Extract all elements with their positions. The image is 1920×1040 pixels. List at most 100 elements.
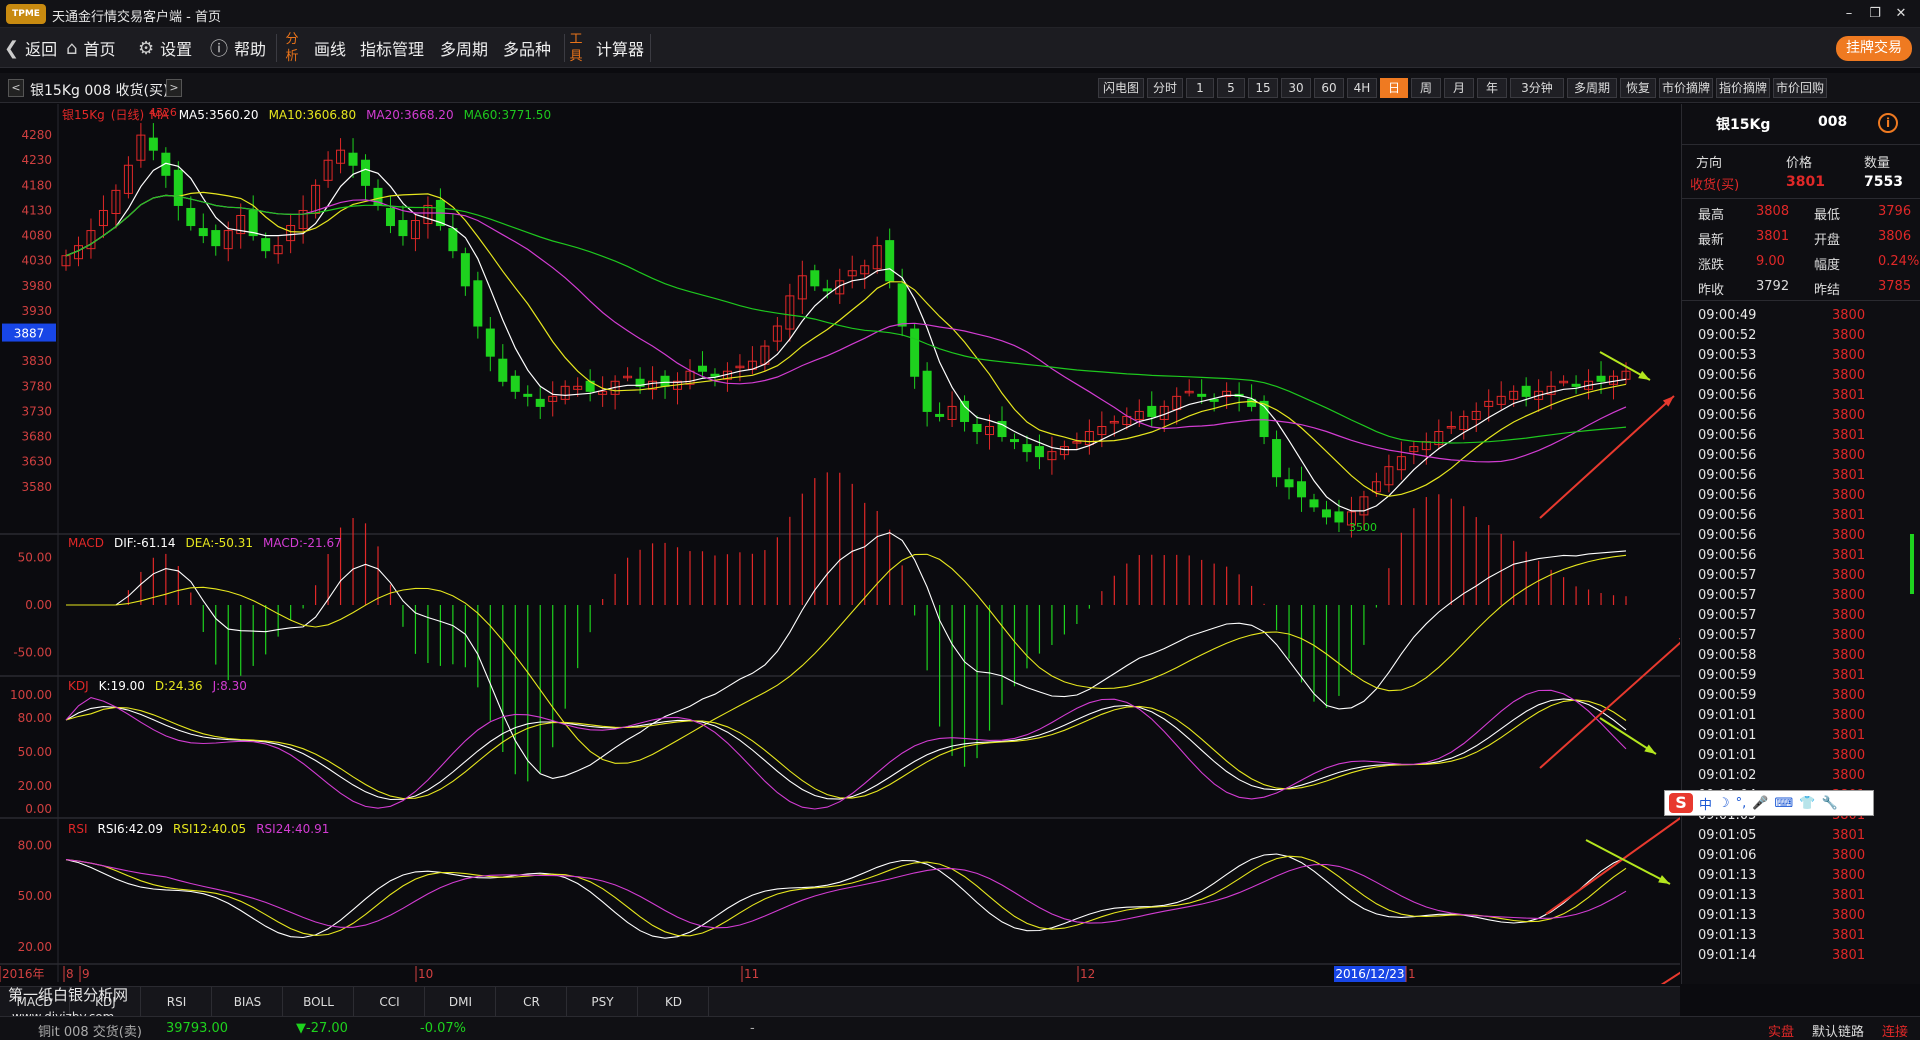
ime-toolbar[interactable]: S 中 ☽ °, 🎤 ⌨ 👕 🔧	[1664, 790, 1874, 816]
period-button[interactable]: 30	[1281, 78, 1311, 98]
status-connection[interactable]: 连接	[1882, 1025, 1909, 1040]
period-button[interactable]: 市价摘牌	[1659, 78, 1713, 98]
settings-button[interactable]: ⚙ 设置	[138, 37, 193, 60]
indicator-tab[interactable]: BOLL	[284, 987, 354, 1017]
period-button[interactable]: 闪电图	[1098, 78, 1144, 98]
tick-row: 09:01:14 3801	[1698, 948, 1898, 968]
help-button[interactable]: ⓘ 帮助	[210, 28, 266, 68]
period-button[interactable]: 分时	[1147, 78, 1183, 98]
candle-down	[972, 423, 982, 433]
annotation-arrowhead	[1644, 744, 1656, 754]
indicator-tab[interactable]: CCI	[355, 987, 425, 1017]
place-order-button[interactable]: 挂牌交易	[1836, 36, 1912, 61]
candle-down	[385, 207, 395, 227]
period-button[interactable]: 日	[1380, 78, 1408, 98]
period-button[interactable]: 年	[1477, 78, 1507, 98]
indicator-tab[interactable]: MACD	[0, 987, 70, 1017]
status-route[interactable]: 默认链路	[1812, 1025, 1865, 1040]
draw-lines-button[interactable]: 画线	[314, 40, 347, 59]
skin-icon[interactable]: 👕	[1799, 795, 1816, 811]
period-button[interactable]: 60	[1314, 78, 1344, 98]
indicator-tab[interactable]: BIAS	[213, 987, 283, 1017]
tick-scrollbar[interactable]	[1910, 534, 1914, 594]
period-button[interactable]: 恢复	[1620, 78, 1656, 98]
help-icon: ⓘ	[210, 39, 228, 60]
period-button[interactable]: 月	[1444, 78, 1474, 98]
period-button[interactable]: 指价摘牌	[1716, 78, 1770, 98]
info-icon[interactable]: i	[1878, 113, 1898, 133]
next-product-button[interactable]: >	[166, 79, 182, 97]
period-button[interactable]: 15	[1248, 78, 1278, 98]
period-button[interactable]: 5	[1217, 78, 1245, 98]
tick-price: 3801	[1832, 948, 1866, 963]
punctuation-icon[interactable]: °,	[1735, 795, 1747, 811]
current-price-box	[2, 323, 56, 342]
indicator-tab[interactable]: KDJ	[71, 987, 141, 1017]
candle-up	[1184, 390, 1194, 394]
back-button[interactable]: ❮ 返回	[4, 37, 58, 60]
header-qty: 数量	[1864, 156, 1891, 171]
indicator-tab[interactable]: CR	[497, 987, 567, 1017]
period-button[interactable]: 1	[1186, 78, 1214, 98]
tick-price: 3800	[1832, 868, 1866, 883]
tick-row: 09:00:56 3801	[1698, 388, 1898, 408]
close-icon[interactable]: ✕	[1895, 6, 1907, 21]
annotation-arrow	[1539, 641, 1680, 769]
order-price: 3801	[1786, 174, 1825, 190]
minimize-icon[interactable]: –	[1845, 6, 1853, 21]
tick-time: 09:00:59	[1698, 668, 1757, 683]
multi-period-button[interactable]: 多周期	[440, 40, 489, 59]
y-tick-label: 50.00	[18, 551, 52, 565]
candle-up	[835, 280, 845, 295]
tick-time: 09:00:57	[1698, 608, 1757, 623]
indicator-tabs: MACD KDJ RSI BIAS BOLL CCI DMI CR PSY KD	[0, 986, 1680, 1017]
calculator-button[interactable]: 计算器	[596, 40, 645, 59]
candle-up	[1621, 370, 1631, 380]
tick-time: 09:01:01	[1698, 748, 1757, 763]
kdj-legend: KDJ K:19.00 D:24.36 J:8.30	[68, 679, 257, 693]
candle-up	[1459, 415, 1469, 431]
tick-row: 09:00:56 3800	[1698, 448, 1898, 468]
candle-down	[922, 370, 932, 412]
maximize-icon[interactable]: ❐	[1869, 6, 1881, 21]
x-tick-label: 1	[1408, 967, 1416, 981]
status-mode[interactable]: 实盘	[1768, 1025, 1795, 1040]
indicator-tab[interactable]: DMI	[426, 987, 496, 1017]
tick-row: 09:01:01 3801	[1698, 728, 1898, 748]
tick-price: 3800	[1832, 448, 1866, 463]
indicator-mgmt-button[interactable]: 指标管理	[360, 40, 425, 59]
y-tick-label: 3730	[21, 404, 52, 418]
period-button[interactable]: 周	[1411, 78, 1441, 98]
candle-up	[797, 275, 807, 300]
candle-down	[535, 398, 545, 407]
period-button[interactable]: 4H	[1347, 78, 1377, 98]
keyboard-icon[interactable]: ⌨	[1774, 795, 1794, 811]
indicator-tab[interactable]: KD	[639, 987, 709, 1017]
annotation-arrow	[1539, 395, 1675, 519]
kline-chart[interactable]: 4280423041804130408040303980393038803830…	[0, 104, 1680, 984]
sogou-icon[interactable]: S	[1669, 793, 1693, 813]
candle-up	[1371, 481, 1381, 493]
home-button[interactable]: ⌂ 首页	[66, 37, 116, 60]
multi-product-button[interactable]: 多品种	[503, 40, 552, 59]
tick-time: 09:00:59	[1698, 688, 1757, 703]
y-tick-label: 4230	[21, 153, 52, 167]
candle-up	[1047, 451, 1057, 461]
prev-product-button[interactable]: <	[8, 79, 24, 97]
wrench-icon[interactable]: 🔧	[1821, 795, 1838, 811]
tick-time: 09:01:02	[1698, 768, 1757, 783]
rsi-line-rsi24	[65, 859, 1627, 929]
period-button[interactable]: 多周期	[1567, 78, 1617, 98]
period-button[interactable]: 市价回购	[1773, 78, 1827, 98]
ime-mode-icon[interactable]: 中	[1699, 797, 1713, 813]
candle-up	[1584, 380, 1594, 390]
app-logo: TPME	[6, 4, 46, 24]
legend-macd: MACD:-21.67	[263, 536, 342, 550]
chart-area[interactable]: 4280423041804130408040303980393038803830…	[0, 104, 1680, 984]
tick-time: 09:01:01	[1698, 728, 1757, 743]
indicator-tab[interactable]: RSI	[142, 987, 212, 1017]
mic-icon[interactable]: 🎤	[1752, 795, 1769, 811]
moon-icon[interactable]: ☽	[1718, 795, 1730, 811]
indicator-tab[interactable]: PSY	[568, 987, 638, 1017]
period-button[interactable]: 3分钟	[1510, 78, 1564, 98]
